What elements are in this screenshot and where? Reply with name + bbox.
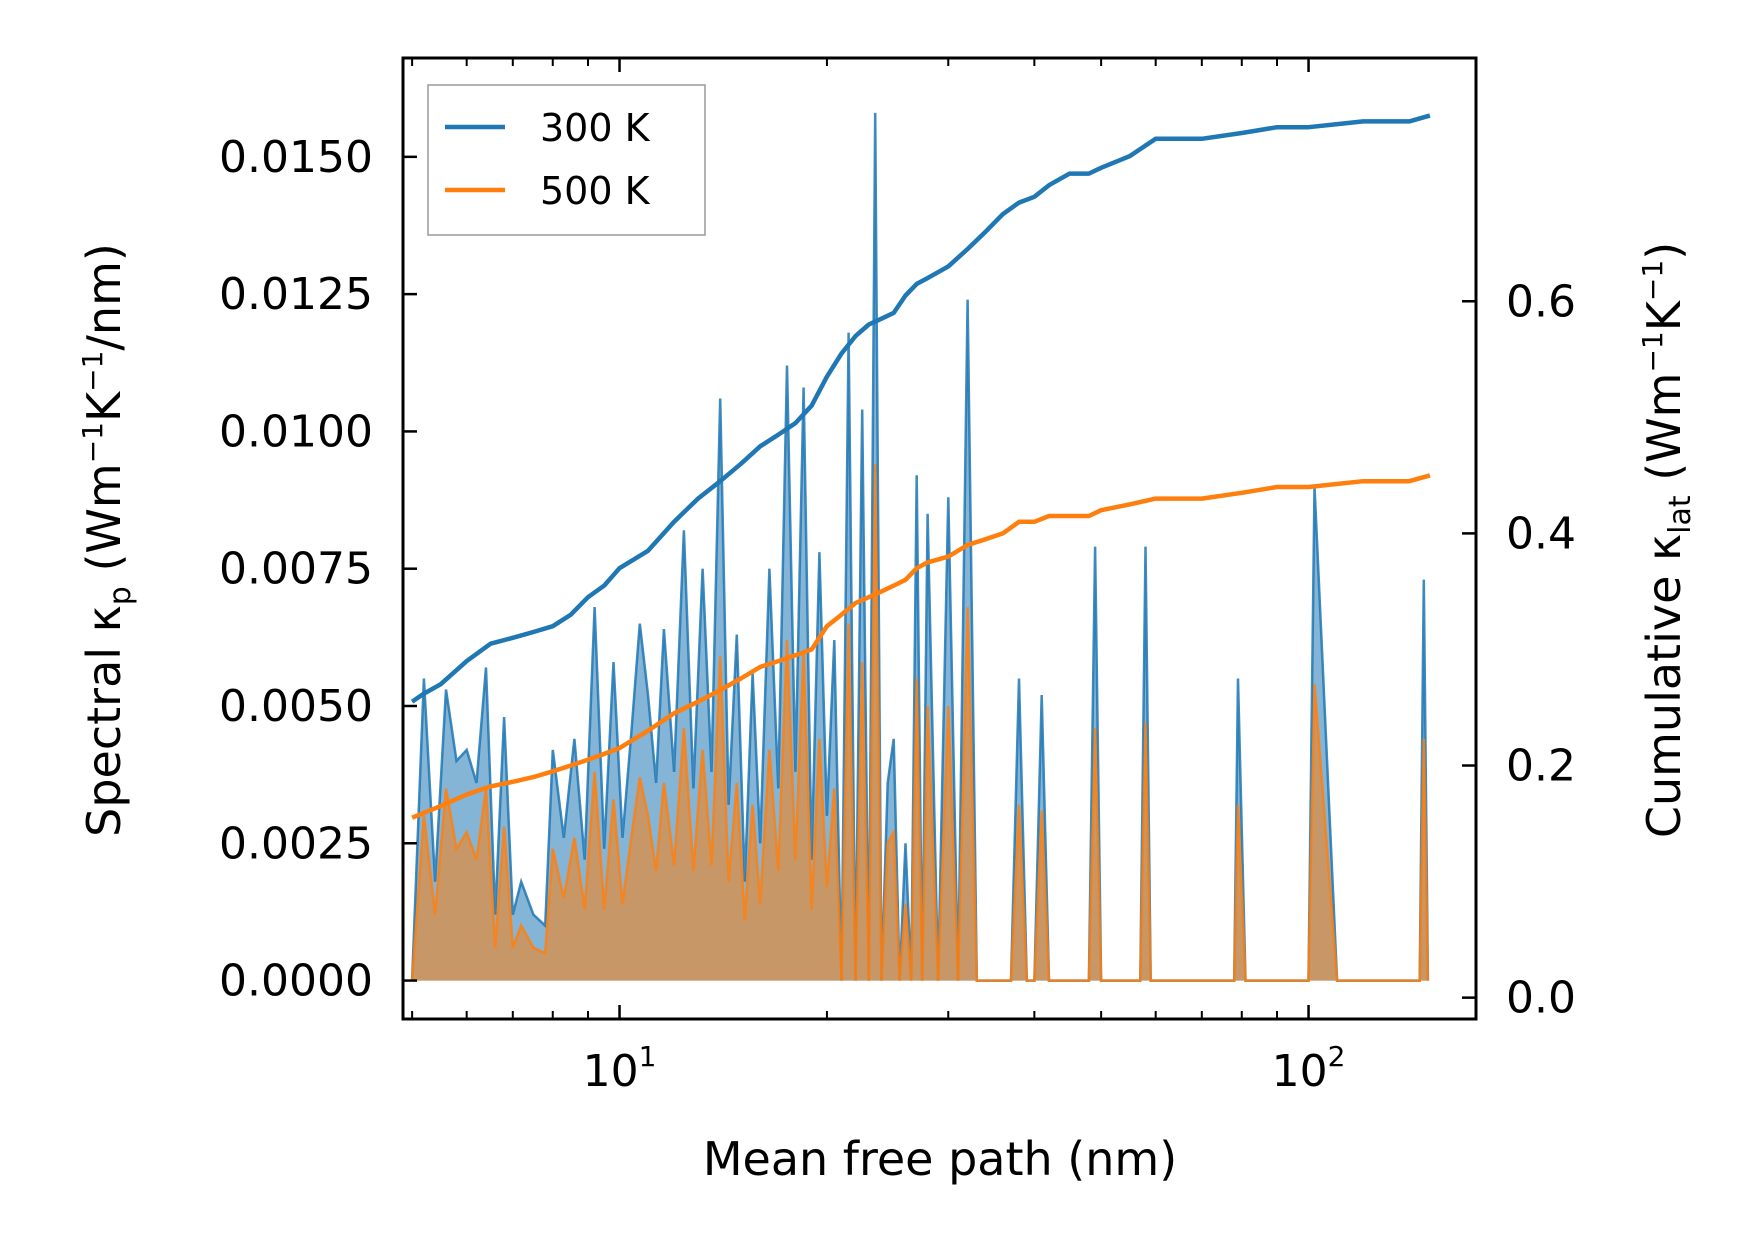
y-left-tick-label: 0.0000 [219,956,373,1007]
y-right-axis-label: Cumulative κlat (Wm−1K−1) [1636,242,1698,838]
y-left-tick-label: 0.0025 [219,818,373,869]
y-right-tick-label: 0.0 [1506,973,1576,1024]
y-left-tick-label: 0.0150 [219,132,373,183]
y-left-tick-label: 0.0100 [219,406,373,457]
spectral-line-500k [410,464,1430,982]
legend-label-300k: 300 K [540,106,651,150]
x-tick-label: 101 [583,1040,657,1097]
plot-frame [401,56,1478,1021]
x-axis-label: Mean free path (nm) [703,1132,1177,1186]
y-left-tick-label: 0.0125 [219,269,373,320]
spectral-line-300k [410,112,1430,982]
legend-label-500k: 500 K [540,169,651,213]
plot-area [410,112,1431,982]
y-left-tick-label: 0.0050 [219,681,373,732]
cumulative-line-300k [410,113,1431,704]
y-left-tick-label: 0.0075 [219,544,373,595]
legend-box [427,84,706,236]
spectral-area-300k [412,112,1428,981]
cumulative-line-500k [411,473,1431,820]
y-right-tick-label: 0.2 [1506,741,1576,792]
y-right-tick-label: 0.4 [1506,508,1576,559]
x-tick-label: 102 [1272,1040,1346,1097]
y-right-tick-label: 0.6 [1506,276,1576,327]
legend: 300 K 500 K [427,84,706,236]
axis-ticks: 101 102 0.0000 0.0025 0.0050 0.0075 0.0100 0.01… [219,58,1576,1097]
y-left-axis-label: Spectral κp (Wm−1K−1/nm) [76,243,138,837]
spectral-area-500k [412,464,1428,981]
